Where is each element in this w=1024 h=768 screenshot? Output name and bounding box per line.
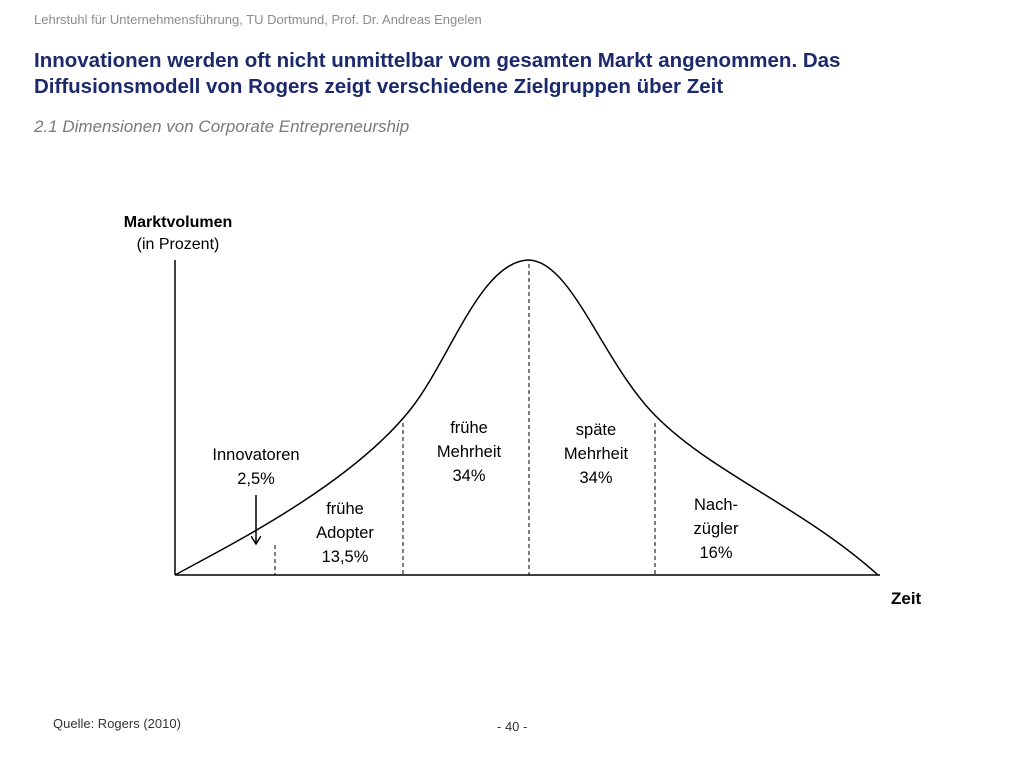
segment-early-majority-share: 34% (452, 467, 486, 485)
segment-innovators-share: 2,5% (237, 470, 275, 488)
segment-laggards-share: 16% (699, 544, 733, 562)
segment-late-majority-line1: späte (575, 421, 617, 439)
segment-early-majority-line2: Mehrheit (436, 443, 502, 461)
segment-laggards-line2: zügler (693, 520, 739, 538)
x-axis-label: Zeit (891, 589, 922, 608)
segment-late-majority-line2: Mehrheit (563, 445, 629, 463)
source-note: Quelle: Rogers (2010) (53, 716, 181, 731)
segment-late-majority: späte Mehrheit 34% (564, 418, 628, 490)
segment-innovators-name: Innovatoren (212, 446, 300, 464)
header-chair-name: Lehrstuhl für Unternehmensführung, TU Do… (34, 12, 482, 27)
segment-early-majority-line1: frühe (450, 419, 488, 437)
segment-early-adopters-line1: frühe (326, 500, 364, 518)
page-number: - 40 - (497, 719, 528, 734)
adoption-bell-curve (174, 259, 879, 576)
segment-laggards-line1: Nach- (693, 496, 739, 514)
y-axis-title: Marktvolumen (123, 214, 233, 231)
segment-early-adopters-line2: Adopter (316, 524, 374, 542)
segment-early-adopters-share: 13,5% (321, 548, 369, 566)
slide-title: Innovationen werden oft nicht unmittelba… (34, 49, 841, 98)
segment-laggards: Nach- zügler 16% (694, 493, 739, 565)
y-axis-label: Marktvolumen (in Prozent) (124, 212, 232, 256)
segment-innovators: Innovatoren 2,5% (212, 443, 299, 491)
segment-early-majority: frühe Mehrheit 34% (437, 416, 501, 488)
segment-late-majority-share: 34% (579, 469, 613, 487)
y-axis-unit: (in Prozent) (136, 236, 220, 253)
slide-subtitle: 2.1 Dimensionen von Corporate Entreprene… (34, 117, 410, 136)
segment-early-adopters: frühe Adopter 13,5% (316, 497, 374, 569)
